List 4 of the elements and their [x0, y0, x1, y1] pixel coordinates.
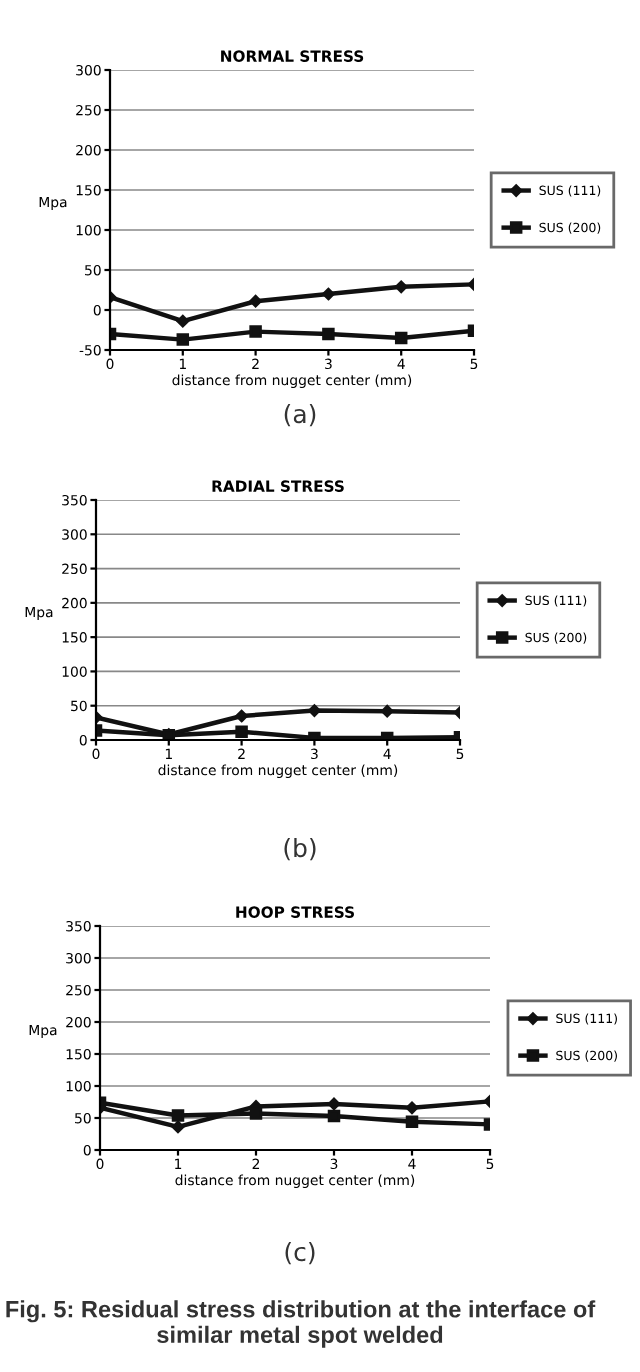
caption: Fig. 5: Residual stress distribution at the interface of similar metal spot welded [6, 1300, 596, 1348]
text: (c) [285, 1241, 315, 1265]
text: (a) [284, 403, 316, 427]
text: (b) [284, 837, 316, 861]
